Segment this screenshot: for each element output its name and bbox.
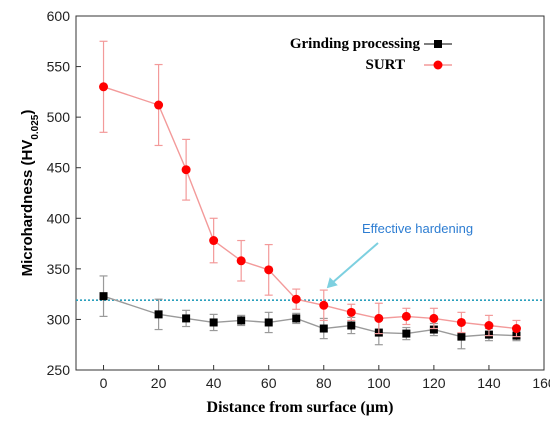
data-point-surt — [401, 311, 411, 321]
x-tick-label: 40 — [206, 375, 222, 391]
y-tick-label: 300 — [47, 311, 71, 327]
x-tick-label: 100 — [367, 375, 391, 391]
y-tick-label: 350 — [47, 261, 71, 277]
x-tick-label: 60 — [261, 375, 277, 391]
data-point-grinding — [209, 318, 218, 327]
x-tick-label: 20 — [151, 375, 167, 391]
data-point-grinding — [347, 321, 356, 330]
y-axis-label-sub: 0.025 — [30, 114, 41, 139]
y-tick-label: 600 — [47, 8, 71, 24]
data-point-grinding — [237, 316, 246, 325]
annotation-arrow-head — [326, 277, 338, 289]
data-point-grinding — [429, 325, 438, 334]
data-point-grinding — [319, 324, 328, 333]
y-axis-label: Microhardness (HV0.025) — [19, 110, 41, 277]
data-point-grinding — [182, 314, 191, 323]
x-tick-label: 80 — [316, 375, 332, 391]
annotation: Effective hardening — [326, 221, 473, 289]
data-point-grinding — [292, 314, 301, 323]
data-point-surt — [291, 294, 301, 304]
legend-marker-grinding — [434, 40, 442, 48]
data-point-surt — [154, 100, 164, 110]
y-tick-label: 550 — [47, 59, 71, 75]
legend-label-surt: SURT — [366, 57, 406, 73]
data-point-surt — [484, 320, 494, 330]
x-tick-label: 140 — [477, 375, 501, 391]
data-point-grinding — [99, 292, 108, 301]
data-point-surt — [209, 236, 219, 246]
annotation-text: Effective hardening — [362, 221, 473, 236]
data-point-surt — [346, 307, 356, 317]
series-layer — [99, 40, 521, 350]
series-line-surt — [103, 86, 517, 330]
annotation-arrow — [326, 242, 379, 289]
data-point-surt — [319, 300, 329, 310]
data-point-grinding — [402, 329, 411, 338]
plot-frame — [75, 15, 545, 371]
data-point-grinding — [154, 310, 163, 319]
y-tick-label: 500 — [47, 109, 71, 125]
series-surt — [99, 40, 521, 338]
data-point-surt — [456, 317, 466, 327]
legend-label-grinding: Grinding processing — [290, 36, 421, 52]
x-tick-label: 0 — [100, 375, 108, 391]
data-point-surt — [236, 256, 246, 266]
data-point-grinding — [457, 332, 466, 341]
x-tick-label: 120 — [422, 375, 446, 391]
y-axis-label-main: Microhardness (HV — [19, 140, 36, 277]
legend-marker-surt — [433, 60, 443, 70]
data-point-surt — [374, 313, 384, 323]
data-point-surt — [99, 82, 109, 92]
data-point-surt — [264, 265, 274, 275]
data-point-grinding — [264, 318, 273, 327]
axis-ticks: 250 300 350 400 450 500 550 600 0 20 40 60 80 100 120 1… — [47, 8, 550, 391]
data-point-surt — [511, 324, 521, 334]
y-tick-label: 250 — [47, 362, 71, 378]
series-grinding — [99, 275, 521, 350]
data-point-surt — [181, 165, 191, 175]
y-axis-label-close: ) — [19, 110, 36, 115]
x-axis-label: Distance from surface (μm) — [207, 399, 394, 416]
x-tick-label: 160 — [532, 375, 550, 391]
legend: Grinding processing SURT — [290, 36, 452, 73]
y-tick-label: 400 — [47, 210, 71, 226]
annotation-arrow-shaft — [331, 242, 379, 284]
y-tick-label: 450 — [47, 160, 71, 176]
data-point-surt — [429, 313, 439, 323]
